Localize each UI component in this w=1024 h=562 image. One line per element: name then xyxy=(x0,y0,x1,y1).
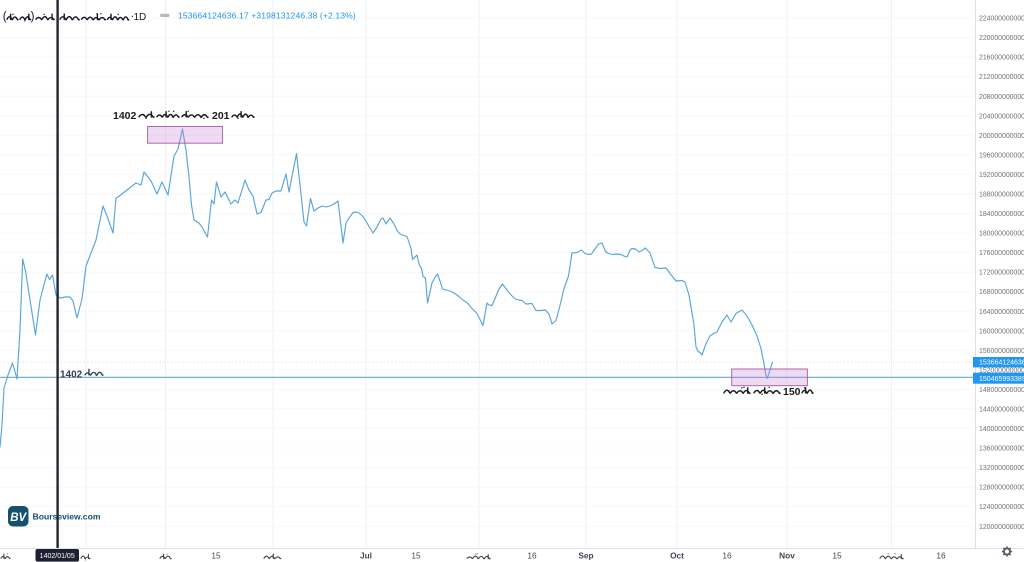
svg-text:153664124636: 153664124636 xyxy=(979,360,1024,367)
svg-text:): ) xyxy=(31,11,35,23)
svg-text:156000000000.00: 156000000000.00 xyxy=(979,348,1024,355)
svg-text:15: 15 xyxy=(832,551,842,561)
svg-text:Oct: Oct xyxy=(670,551,684,561)
svg-text:216000000000.00: 216000000000.00 xyxy=(979,55,1024,62)
svg-text:153664124636.17 +3198131246.38: 153664124636.17 +3198131246.38 (+2.13%) xyxy=(178,11,356,21)
svg-text:220000000000.00: 220000000000.00 xyxy=(979,35,1024,42)
svg-text:164000000000.00: 164000000000.00 xyxy=(979,309,1024,316)
svg-text:168000000000.00: 168000000000.00 xyxy=(979,289,1024,296)
svg-text:180000000000.00: 180000000000.00 xyxy=(979,231,1024,238)
svg-text:184000000000.00: 184000000000.00 xyxy=(979,211,1024,218)
svg-text:150: 150 xyxy=(783,386,801,398)
svg-text:152000000000.00: 152000000000.00 xyxy=(979,367,1024,374)
svg-text:212000000000.00: 212000000000.00 xyxy=(979,74,1024,81)
svg-text:120000000000.00: 120000000000.00 xyxy=(979,524,1024,531)
svg-text:196000000000.00: 196000000000.00 xyxy=(979,152,1024,159)
svg-text:136000000000.00: 136000000000.00 xyxy=(979,446,1024,453)
svg-text:150465993389: 150465993389 xyxy=(979,376,1024,383)
svg-text:(: ( xyxy=(3,11,7,23)
svg-text:172000000000.00: 172000000000.00 xyxy=(979,270,1024,277)
svg-text:15: 15 xyxy=(411,551,421,561)
svg-text:201: 201 xyxy=(212,110,230,122)
svg-text:176000000000.00: 176000000000.00 xyxy=(979,250,1024,257)
svg-text:Bourseview.com: Bourseview.com xyxy=(33,512,101,522)
svg-text:16: 16 xyxy=(936,551,946,561)
svg-text:188000000000.00: 188000000000.00 xyxy=(979,192,1024,199)
svg-text:124000000000.00: 124000000000.00 xyxy=(979,504,1024,511)
svg-text:1D: 1D xyxy=(134,12,147,23)
svg-text:144000000000.00: 144000000000.00 xyxy=(979,407,1024,414)
svg-text:16: 16 xyxy=(722,551,732,561)
svg-text:140000000000.00: 140000000000.00 xyxy=(979,426,1024,433)
svg-text:BV: BV xyxy=(10,512,27,524)
svg-text:192000000000.00: 192000000000.00 xyxy=(979,172,1024,179)
svg-text:132000000000.00: 132000000000.00 xyxy=(979,465,1024,472)
svg-text:Jul: Jul xyxy=(360,551,372,561)
svg-text:208000000000.00: 208000000000.00 xyxy=(979,94,1024,101)
svg-text:128000000000.00: 128000000000.00 xyxy=(979,485,1024,492)
svg-text:1402/01/05: 1402/01/05 xyxy=(40,553,75,560)
svg-text:1402: 1402 xyxy=(60,370,83,381)
svg-text:148000000000.00: 148000000000.00 xyxy=(979,387,1024,394)
svg-text:1402: 1402 xyxy=(113,110,137,122)
svg-text:15: 15 xyxy=(211,551,221,561)
svg-text:224000000000.00: 224000000000.00 xyxy=(979,16,1024,23)
svg-text:200000000000.00: 200000000000.00 xyxy=(979,133,1024,140)
svg-text:204000000000.00: 204000000000.00 xyxy=(979,113,1024,120)
svg-text:160000000000.00: 160000000000.00 xyxy=(979,328,1024,335)
svg-text:Sep: Sep xyxy=(578,551,593,561)
svg-text:·: · xyxy=(131,11,135,23)
svg-text:16: 16 xyxy=(527,551,537,561)
svg-text:Nov: Nov xyxy=(779,551,795,561)
